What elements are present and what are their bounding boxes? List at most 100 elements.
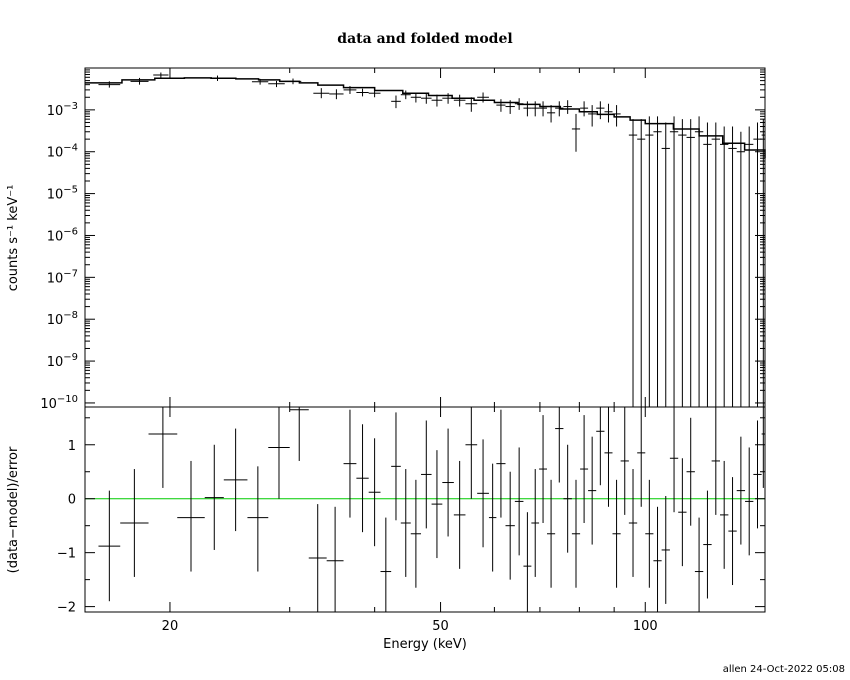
top-y-tick-labels: 10−3 10−4 10−5 10−6 10−7 10−8 10−9 10−10: [40, 101, 78, 412]
residual-point: [247, 466, 269, 572]
data-point: [653, 116, 662, 407]
data-point: [496, 99, 506, 112]
data-point: [209, 75, 226, 81]
data-point: [761, 119, 765, 407]
data-point: [251, 78, 269, 85]
data-point: [531, 101, 540, 117]
data-point: [410, 92, 422, 103]
residual-point: [523, 512, 532, 612]
residual-point: [571, 479, 581, 588]
residual-point: [488, 463, 497, 572]
residual-point: [728, 477, 737, 586]
residual-point: [580, 415, 589, 523]
y-tick-label: 1: [68, 439, 76, 454]
residual-point: [421, 420, 432, 529]
residual-point: [477, 439, 489, 548]
residual-point: [326, 506, 344, 612]
data-point: [442, 93, 454, 104]
bottom-panel-ticks: [85, 407, 765, 612]
data-point: [368, 89, 381, 98]
y-tick-label: 10−7: [47, 268, 78, 286]
data-point: [645, 116, 654, 407]
y-tick-label: 10−6: [47, 226, 78, 244]
residual-point: [604, 407, 613, 507]
residual-point: [453, 460, 466, 569]
residual-point: [120, 469, 149, 577]
data-point: [505, 100, 515, 114]
x-tick-label: 20: [162, 619, 179, 634]
data-point: [523, 101, 532, 117]
residual-point: [539, 415, 548, 523]
data-point: [571, 113, 581, 152]
residual-point: [628, 469, 638, 577]
residual-point: [596, 407, 605, 486]
residual-point: [694, 517, 704, 612]
residual-point: [223, 428, 248, 532]
data-point: [268, 80, 285, 88]
footer-timestamp: allen 24-Oct-2022 05:08: [723, 664, 845, 675]
data-point: [555, 101, 564, 117]
residual-point: [505, 471, 515, 580]
data-point: [421, 93, 432, 104]
data-point: [720, 126, 729, 407]
residual-point: [612, 479, 621, 588]
data-point: [612, 105, 621, 127]
residual-point: [563, 444, 572, 553]
data-point: [329, 89, 344, 100]
residual-point: [391, 412, 401, 521]
data-point: [596, 101, 605, 120]
top-panel-frame: [84, 67, 766, 408]
residual-point: [686, 417, 695, 526]
y-tick-label: 10−9: [47, 352, 78, 370]
data-point: [563, 100, 572, 114]
data-point: [736, 131, 746, 407]
data-point: [477, 92, 489, 103]
y-tick-label: 10−3: [47, 101, 78, 119]
data-point: [703, 122, 712, 407]
y-tick-label: 10−5: [47, 185, 78, 203]
data-point: [465, 97, 478, 112]
data-point: [153, 72, 169, 78]
bottom-y-tick-labels: 1 0 −1 −2: [57, 439, 76, 616]
residual-point: [711, 407, 721, 515]
residual-point: [400, 469, 411, 577]
data-point: [98, 81, 121, 88]
residual-point: [380, 517, 392, 612]
data-point: [514, 98, 524, 110]
data-point: [588, 105, 597, 127]
residual-point: [289, 407, 309, 461]
top-y-axis-label: counts s⁻¹ keV⁻¹: [6, 185, 21, 292]
data-point: [130, 77, 149, 85]
y-tick-label: −2: [57, 601, 76, 616]
x-tick-label: 100: [633, 619, 658, 634]
residual-point: [514, 447, 524, 556]
y-tick-label: 10−8: [47, 310, 78, 328]
residual-point: [547, 479, 556, 588]
data-point: [637, 119, 646, 407]
residual-point: [678, 458, 687, 567]
data-point: [711, 122, 721, 407]
bottom-panel-frame: [84, 406, 766, 613]
y-tick-label: 10−10: [40, 394, 78, 412]
x-tick-labels: 20 50 100: [162, 619, 658, 634]
data-point: [628, 119, 638, 407]
residual-point: [308, 504, 327, 612]
x-axis-label: Energy (keV): [383, 637, 467, 652]
data-point: [669, 116, 679, 407]
chart-title: data and folded model: [337, 31, 512, 47]
spectrum-data-points: [98, 72, 765, 407]
residual-point: [669, 407, 679, 513]
data-point: [539, 101, 548, 117]
top-panel-ticks: [85, 68, 765, 407]
data-point: [753, 122, 762, 407]
residual-point: [268, 407, 290, 499]
data-point: [678, 119, 687, 407]
y-tick-label: 0: [68, 493, 76, 508]
y-tick-label: 10−4: [47, 143, 78, 161]
data-point: [728, 126, 737, 407]
residual-point: [645, 479, 654, 588]
residual-point: [98, 490, 121, 602]
data-point: [284, 78, 302, 85]
data-point: [745, 126, 754, 407]
